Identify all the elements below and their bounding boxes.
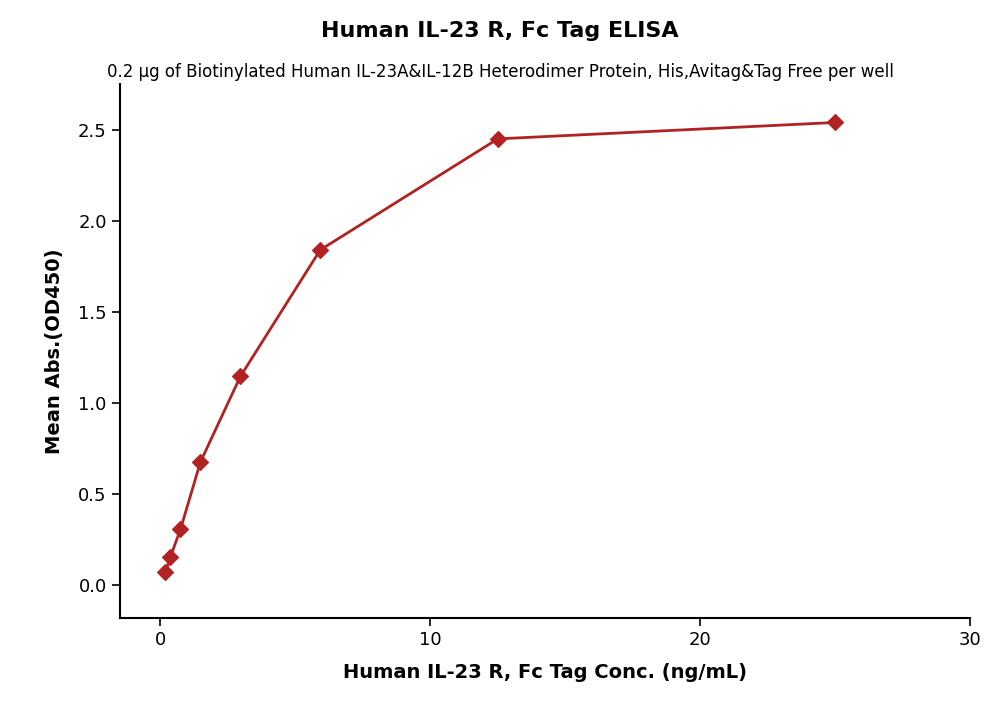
Point	[162, 551, 178, 562]
Text: 0.2 μg of Biotinylated Human IL-23A&IL-12B Heterodimer Protein, His,Avitag&Tag F: 0.2 μg of Biotinylated Human IL-23A&IL-1…	[107, 63, 893, 81]
Y-axis label: Mean Abs.(OD450): Mean Abs.(OD450)	[45, 249, 64, 453]
Point	[312, 244, 328, 256]
Point	[232, 371, 248, 382]
Point	[192, 456, 208, 468]
Point	[172, 524, 188, 535]
X-axis label: Human IL-23 R, Fc Tag Conc. (ng/mL): Human IL-23 R, Fc Tag Conc. (ng/mL)	[343, 663, 747, 682]
Point	[490, 133, 506, 145]
Point	[157, 567, 173, 578]
Point	[827, 117, 843, 128]
Text: Human IL-23 R, Fc Tag ELISA: Human IL-23 R, Fc Tag ELISA	[321, 21, 679, 41]
